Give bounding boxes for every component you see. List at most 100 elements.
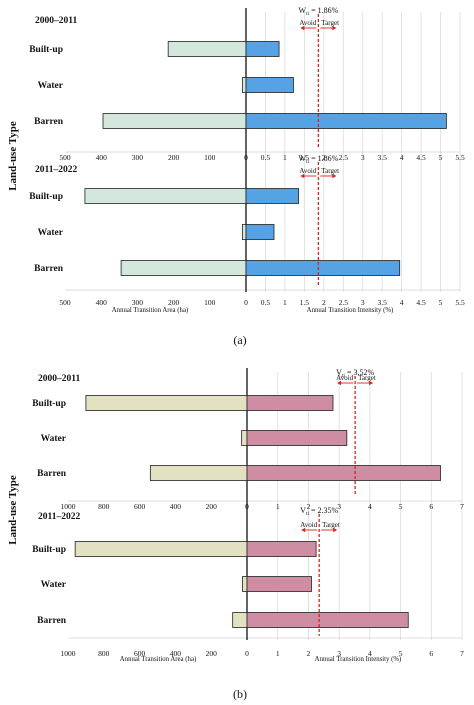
ref-label-part: ti	[342, 373, 346, 379]
intensity-bar-barren	[245, 113, 447, 129]
area-bar-built-up	[84, 188, 247, 204]
intensity-tick-label: 1	[276, 649, 280, 658]
intensity-bar-water	[245, 224, 275, 240]
area-tick-label: 300	[132, 298, 144, 307]
avoid-label: Avoid	[300, 521, 317, 529]
text-layer: 2000–2011 Built-up Water Barren Wti = 1.86% A…	[29, 6, 465, 663]
intensity-bar-barren	[246, 612, 409, 628]
target-arrowhead	[333, 527, 338, 533]
uniform-intensity-label: Wti = 1.86%	[298, 6, 338, 17]
avoid-arrowhead	[337, 380, 342, 386]
area-bar-water	[241, 224, 247, 240]
target-label: Target	[322, 521, 340, 529]
ref-label-part: W	[298, 154, 306, 163]
intensity-tick-label: 2	[307, 649, 311, 658]
area-tick-label: 0	[245, 649, 249, 658]
ref-label-part: V	[300, 506, 306, 515]
area-tick-label: 200	[168, 298, 180, 307]
intensity-tick-label: 1	[283, 153, 287, 162]
area-bar-barren	[149, 465, 248, 481]
avoid-arrowhead	[300, 25, 305, 31]
area-bar-barren	[120, 260, 247, 276]
area-bar-built-up	[85, 395, 248, 411]
intensity-tick-label: 4	[368, 502, 372, 511]
intensity-tick-label: 1.5	[300, 153, 310, 162]
area-tick-label: 600	[134, 649, 146, 658]
target-label: Target	[321, 167, 339, 175]
area-tick-label: 400	[96, 153, 108, 162]
intensity-tick-label: 5.5	[455, 153, 465, 162]
ref-label-part: ti	[306, 159, 310, 165]
ref-label-part: ti	[306, 11, 310, 17]
intensity-tick-label: 6	[429, 649, 433, 658]
figure-label-b: (b)	[233, 687, 247, 701]
intensity-tick-label: 3	[361, 153, 365, 162]
intensity-tick-label: 4	[400, 298, 404, 307]
area-tick-label: 800	[98, 649, 110, 658]
area-tick-label: 200	[206, 649, 218, 658]
ref-label-part: ti	[306, 511, 310, 517]
area-tick-label: 200	[168, 153, 180, 162]
uniform-intensity-label: Vti = 3.52%	[336, 368, 374, 379]
area-axis-title-a: Annual Transition Area (ha)	[112, 307, 188, 314]
intensity-bar-water	[245, 77, 294, 93]
intensity-bar-barren	[246, 465, 441, 481]
grid-layer	[65, 12, 463, 640]
area-bar-barren	[232, 612, 248, 628]
intensity-tick-label: 4.5	[416, 153, 426, 162]
intensity-tick-label: 5	[399, 502, 403, 511]
avoid-arrowhead	[300, 173, 305, 179]
area-axis-title-b: Annual Transition Area (ha)	[120, 656, 196, 663]
avoid-label: Avoid	[336, 374, 353, 382]
area-bar-water	[241, 77, 247, 93]
intensity-bar-water	[246, 576, 312, 592]
area-tick-label: 0	[245, 502, 249, 511]
intensity-bar-built-up	[245, 188, 299, 204]
area-bar-water	[242, 576, 248, 592]
category-label: Barren	[34, 264, 64, 274]
intensity-tick-label: 4.5	[416, 298, 426, 307]
category-label: Water	[41, 434, 67, 444]
intensity-tick-label: 3.5	[377, 298, 387, 307]
ref-label-part: = 3.52%	[345, 368, 375, 377]
intensity-axis-title-b: Annual Transition Intensity (%)	[315, 656, 402, 663]
area-tick-label: 0	[244, 298, 248, 307]
panel-title-b2: 2011–2022	[38, 512, 80, 522]
area-tick-label: 200	[206, 502, 218, 511]
avoid-label: Avoid	[299, 167, 316, 175]
ref-label-part: = 1.86%	[309, 6, 339, 15]
area-bar-built-up	[167, 41, 247, 57]
intensity-tick-label: 4	[368, 649, 372, 658]
area-tick-label: 1000	[61, 502, 76, 511]
category-label: Barren	[37, 616, 67, 626]
area-tick-label: 400	[170, 502, 182, 511]
intensity-bar-water	[246, 430, 348, 446]
target-label: Target	[321, 19, 339, 27]
intensity-tick-label: 3	[337, 649, 341, 658]
intensity-tick-label: 5.5	[455, 298, 465, 307]
category-label: Built-up	[29, 45, 63, 55]
uniform-intensity-label: Wti = 1.86%	[298, 154, 338, 165]
target-label: Target	[358, 374, 376, 382]
intensity-tick-label: 5	[439, 298, 443, 307]
panel-title-b1: 2000–2011	[38, 374, 80, 384]
intensity-tick-label: 2	[322, 298, 326, 307]
avoid-arrowhead	[301, 527, 306, 533]
avoid-label: Avoid	[299, 19, 316, 27]
marks-layer	[74, 8, 447, 640]
intensity-tick-label: 7	[460, 649, 464, 658]
area-tick-label: 400	[170, 649, 182, 658]
area-tick-label: 100	[204, 153, 216, 162]
target-arrowhead	[332, 25, 337, 31]
intensity-bar-built-up	[246, 395, 334, 411]
category-label: Barren	[37, 469, 67, 479]
intensity-axis-title-a: Annual Transition Intensity (%)	[307, 307, 394, 314]
target-arrowhead	[369, 380, 374, 386]
intensity-tick-label: 2	[307, 502, 311, 511]
area-tick-label: 400	[96, 298, 108, 307]
category-label: Built-up	[32, 399, 66, 409]
panel-title-a1: 2000–2011	[35, 16, 77, 26]
intensity-tick-label: 7	[460, 502, 464, 511]
intensity-tick-label: 6	[429, 502, 433, 511]
